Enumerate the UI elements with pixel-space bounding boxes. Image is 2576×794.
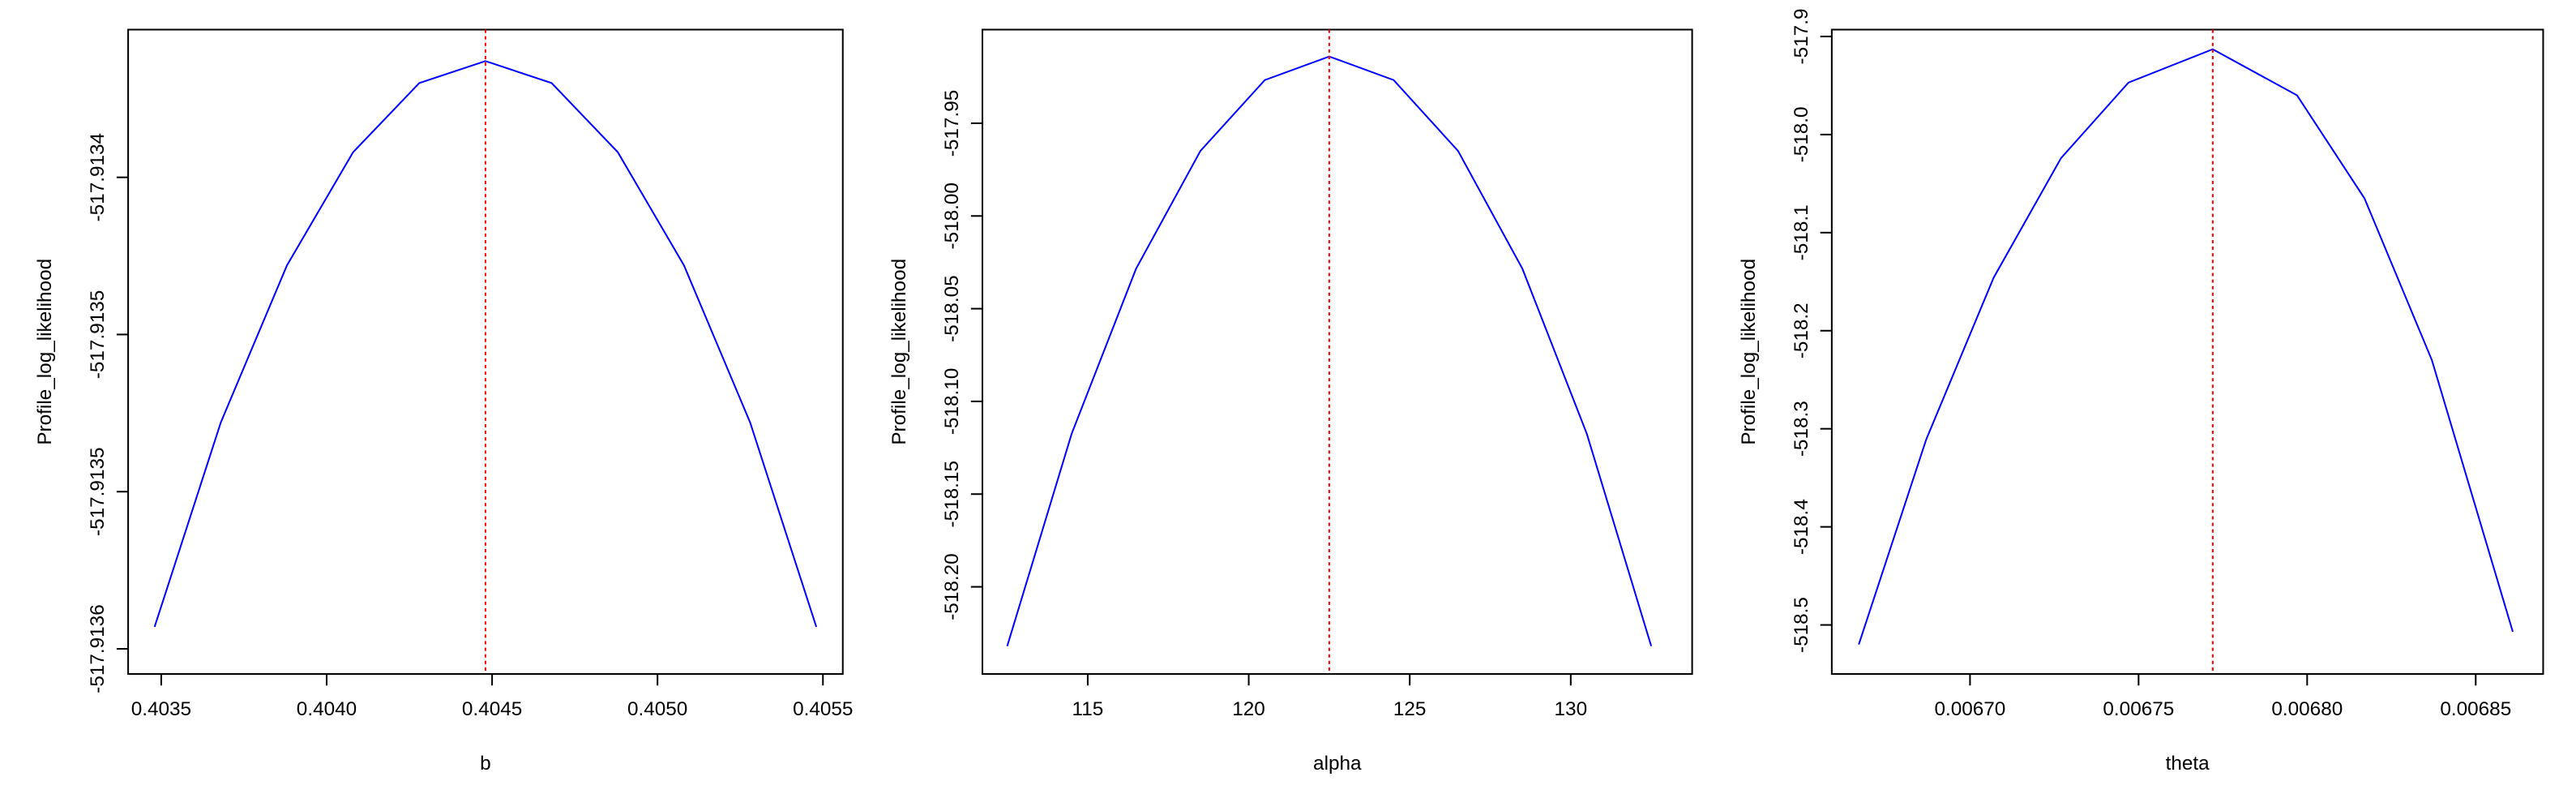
y-tick-label: -518.10 [941, 368, 963, 435]
plot-frame [982, 28, 1693, 676]
y-axis-title: Profile_log_likelihood [888, 259, 910, 445]
y-tick-label: -518.00 [941, 182, 963, 249]
y-tick-label: -517.9135 [87, 447, 109, 536]
y-tick-label: -518.0 [1791, 106, 1812, 162]
y-tick-label: -518.3 [1791, 401, 1812, 457]
x-tick-label: 0.4055 [793, 698, 853, 720]
y-tick-label: -517.9135 [87, 290, 109, 380]
x-tick-label: 0.00675 [2103, 698, 2174, 720]
x-tick-label: 115 [1072, 698, 1104, 720]
y-tick-label: -517.9134 [87, 133, 109, 222]
plot-frame [1830, 28, 2544, 676]
y-axis-title: Profile_log_likelihood [34, 259, 56, 445]
y-tick-label: -518.05 [941, 275, 963, 341]
y-tick-label: -517.9 [1791, 9, 1812, 65]
y-tick-label: -518.5 [1791, 597, 1812, 653]
y-tick-label: -518.2 [1791, 303, 1812, 358]
y-tick-label: -518.4 [1791, 499, 1812, 555]
x-tick-label: 130 [1555, 698, 1588, 720]
x-tick-label: 0.00670 [1934, 698, 2005, 720]
x-tick-label: 120 [1232, 698, 1265, 720]
x-axis-title: b [480, 753, 491, 775]
x-axis-title: alpha [1313, 753, 1362, 775]
x-tick-label: 0.4040 [297, 698, 357, 720]
x-tick-label: 125 [1393, 698, 1427, 720]
y-axis-title: Profile_log_likelihood [1738, 259, 1760, 445]
curve [1858, 48, 2514, 646]
y-tick-label: -517.9136 [87, 604, 109, 693]
x-tick-label: 0.4045 [462, 698, 522, 720]
x-tick-label: 0.4035 [131, 698, 191, 720]
y-tick-label: -518.15 [941, 461, 963, 527]
x-axis-title: theta [2166, 753, 2210, 775]
x-tick-label: 0.00680 [2271, 698, 2343, 720]
y-tick-label: -518.20 [941, 553, 963, 620]
y-tick-label: -518.1 [1791, 204, 1812, 260]
y-tick-label: -517.95 [941, 90, 963, 157]
x-tick-label: 0.00685 [2440, 698, 2511, 720]
x-tick-label: 0.4050 [627, 698, 687, 720]
curve [153, 60, 818, 628]
